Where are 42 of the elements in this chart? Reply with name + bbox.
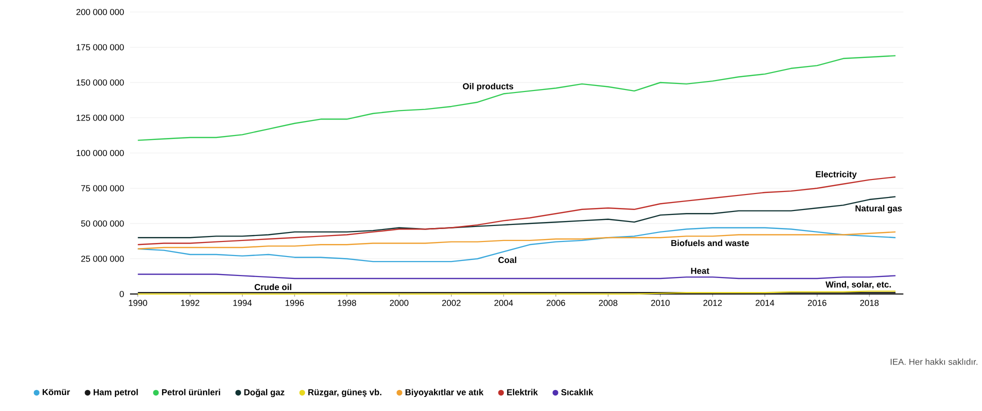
annotation: Biofuels and waste (671, 240, 749, 246)
y-tick-label: 150 000 000 (76, 79, 124, 86)
y-tick-label: 175 000 000 (76, 44, 124, 50)
x-tick-label: 2010 (651, 300, 670, 306)
legend-label: Biyoyakıtlar ve atık (406, 388, 484, 397)
annotation: Natural gas (856, 205, 902, 214)
legend-label: Ham petrol (94, 388, 138, 397)
x-tick-label: 2014 (756, 300, 774, 306)
legend-label: Doğal gaz (244, 388, 284, 398)
y-tick-label: 50 000 000 (81, 220, 124, 227)
x-tick-label: 2006 (546, 300, 566, 306)
legend-label: Petrol ürünleri (162, 388, 220, 396)
y-tick-label: 200 000 000 (76, 8, 124, 16)
annotation: Coal (498, 256, 516, 264)
legend-label: Rüzgar, güneş vb. (308, 388, 382, 398)
text: IEA. Her hakkı saklıdır. (890, 358, 978, 365)
y-tick-label: 25 000 000 (81, 256, 124, 262)
x-tick-label: 2016 (808, 300, 826, 306)
x-tick-label: 1990 (128, 300, 148, 306)
x-tick-label: 1994 (233, 300, 252, 306)
annotation: Oil products (462, 82, 514, 92)
legend-label: Kömür (42, 389, 70, 396)
y-tick-label: 100 000 000 (76, 150, 124, 156)
y-tick-label: 0 (120, 290, 124, 298)
line-series (137, 55, 896, 141)
legend-label: Elektrik (507, 388, 538, 396)
annotation: Electricity (816, 170, 857, 180)
x-tick-label: 2012 (703, 300, 722, 306)
x-tick-label: 2000 (390, 300, 408, 306)
annotation: Crude oil (254, 284, 292, 290)
y-tick-label: 75 000 000 (81, 185, 124, 192)
x-tick-label: 2018 (860, 300, 879, 306)
y-tick-label: 125 000 000 (76, 114, 124, 121)
legend-label: Sıcaklık (561, 388, 594, 396)
annotation: Wind, solar, etc. (826, 281, 891, 289)
x-tick-label: 2004 (494, 300, 513, 306)
x-tick-label: 1998 (338, 300, 356, 306)
x-tick-label: 1992 (181, 300, 200, 306)
x-tick-label: 2002 (442, 300, 461, 306)
x-tick-label: 2008 (598, 300, 618, 306)
annotation: Heat (691, 268, 710, 274)
x-tick-label: 1996 (286, 300, 304, 306)
